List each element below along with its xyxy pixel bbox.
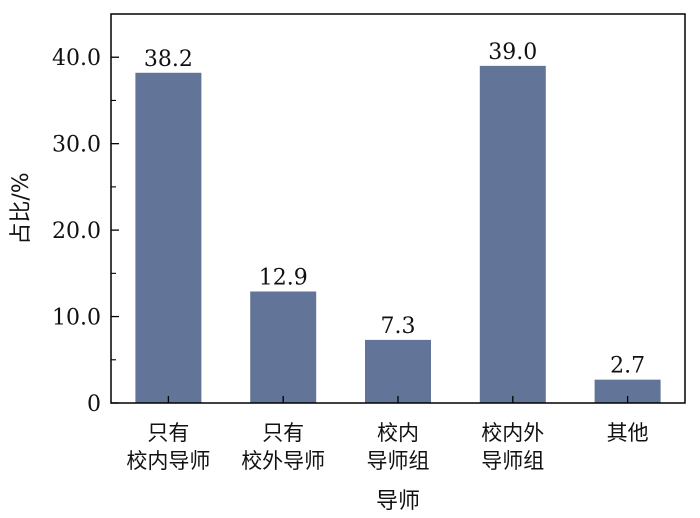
y-axis-title: 占比/% xyxy=(9,172,34,244)
value-labels-group: 38.2 12.9 7.3 39.0 2.7 xyxy=(144,40,645,379)
category-label-4: 其他 xyxy=(607,421,649,445)
bar-0 xyxy=(135,72,202,403)
y-tick-label-2: 20.0 xyxy=(52,219,101,244)
bars-group xyxy=(135,65,661,403)
value-label-3: 39.0 xyxy=(488,40,537,65)
y-tick-label-1: 10.0 xyxy=(52,306,101,331)
y-tick-label-0: 0 xyxy=(87,392,101,417)
category-label-3: 校内外导师组 xyxy=(481,421,544,473)
y-tick-label-3: 30.0 xyxy=(52,133,101,158)
value-label-0: 38.2 xyxy=(144,47,193,72)
x-axis-title: 导师 xyxy=(376,489,420,514)
bar-2 xyxy=(365,339,431,403)
bar-1 xyxy=(250,291,317,403)
category-label-1: 只有校外导师 xyxy=(241,421,325,473)
value-label-1: 12.9 xyxy=(259,265,308,290)
bar-3 xyxy=(479,65,546,403)
bar-4 xyxy=(594,379,661,403)
category-label-0: 只有校内导师 xyxy=(126,421,210,473)
y-ticks-group: 0 10.0 20.0 30.0 40.0 xyxy=(52,46,119,417)
category-label-2: 校内导师组 xyxy=(367,421,430,473)
value-label-4: 2.7 xyxy=(610,354,645,379)
y-tick-label-4: 40.0 xyxy=(52,46,101,71)
value-label-2: 7.3 xyxy=(381,314,416,339)
